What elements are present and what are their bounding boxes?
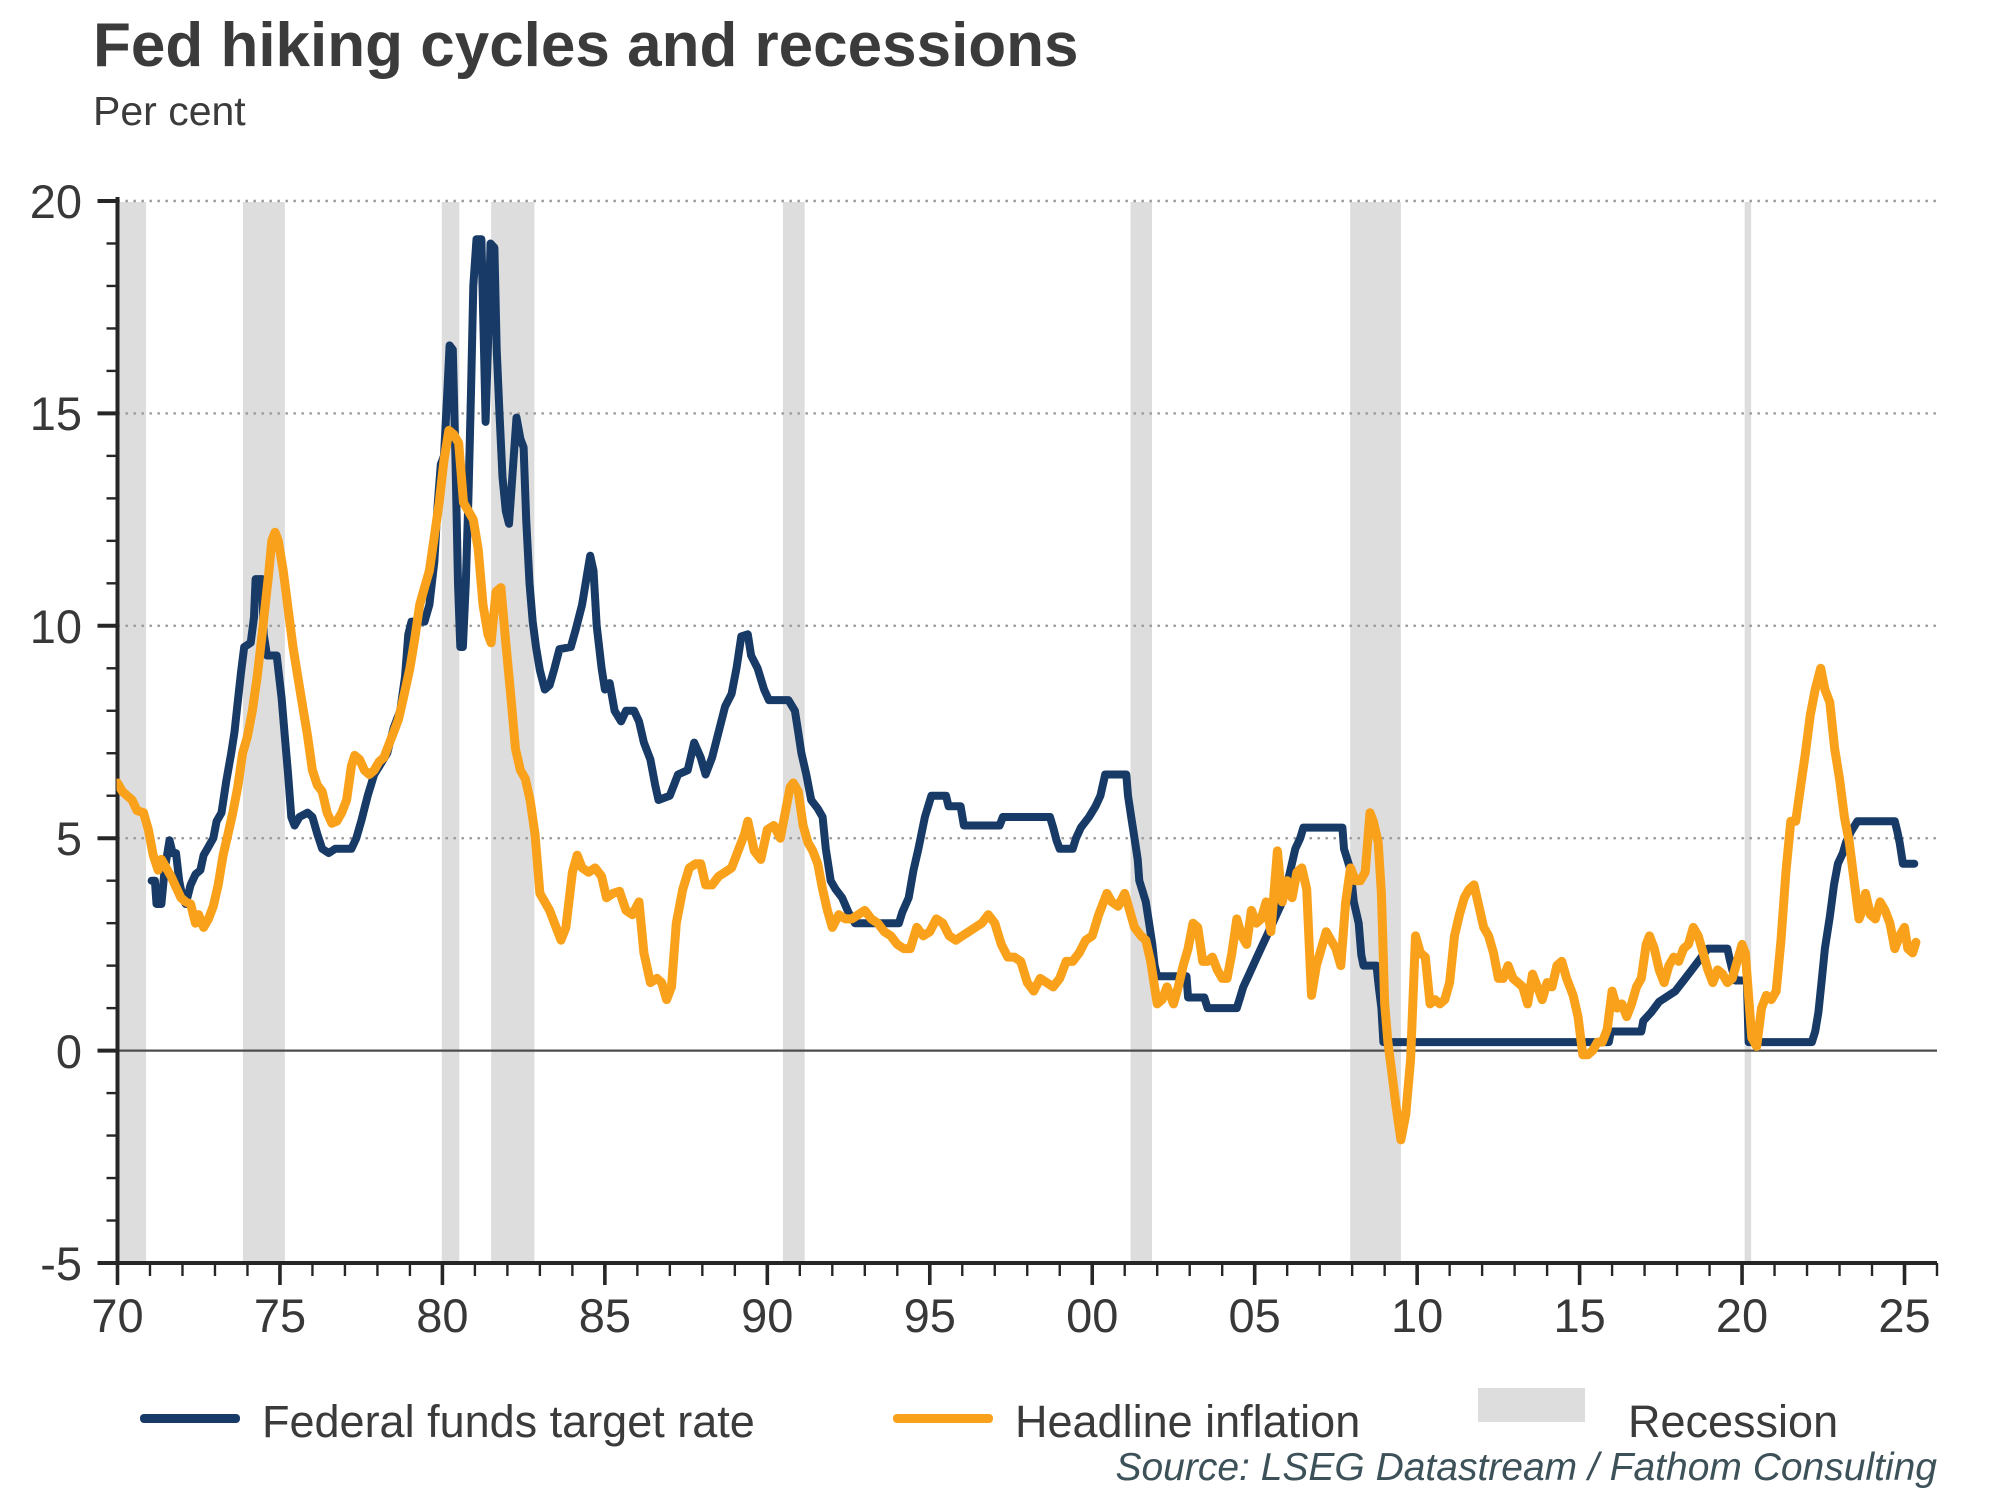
x-tick-label: 00: [1066, 1289, 1119, 1342]
y-tick-label: 20: [29, 175, 82, 228]
recession-band: [1744, 202, 1752, 1262]
fed-funds-line-swatch: [140, 1414, 240, 1423]
legend-label-inflation: Headline inflation: [1015, 1396, 1361, 1447]
chart-title: Fed hiking cycles and recessions: [93, 11, 1079, 80]
y-tick-label: 15: [29, 387, 82, 441]
x-tick-label: 25: [1878, 1289, 1931, 1342]
y-tick-label: 5: [55, 812, 82, 866]
legend-label-recession: Recession: [1628, 1396, 1839, 1447]
recession-band: [1130, 202, 1153, 1262]
x-tick-label: 05: [1228, 1289, 1281, 1342]
x-tick-label: 90: [741, 1289, 794, 1342]
x-tick-label: 10: [1391, 1289, 1444, 1342]
axis-unit-label: Per cent: [93, 88, 246, 134]
x-tick-label: 85: [578, 1289, 631, 1342]
source-credit: Source: LSEG Datastream / Fathom Consult…: [1115, 1446, 1937, 1489]
recession-band: [782, 202, 805, 1262]
x-tick-label: 20: [1715, 1289, 1769, 1342]
x-tick-label: 95: [903, 1289, 956, 1342]
legend-label-fed-funds: Federal funds target rate: [262, 1396, 755, 1447]
y-tick-label: 10: [29, 599, 82, 653]
x-tick-label: 15: [1553, 1289, 1606, 1342]
y-tick-label: 0: [55, 1024, 82, 1078]
recession-band: [117, 202, 147, 1262]
y-tick-label: -5: [40, 1237, 82, 1290]
inflation-line-swatch: [893, 1414, 993, 1423]
x-tick-label: 75: [253, 1289, 307, 1342]
x-tick-label: 80: [416, 1289, 469, 1342]
series-federal-funds-target-rate: [147, 235, 1919, 1047]
x-tick-label: 70: [91, 1289, 144, 1342]
series-headline-inflation: [116, 425, 1921, 1145]
recession-box-swatch: [1478, 1388, 1585, 1422]
